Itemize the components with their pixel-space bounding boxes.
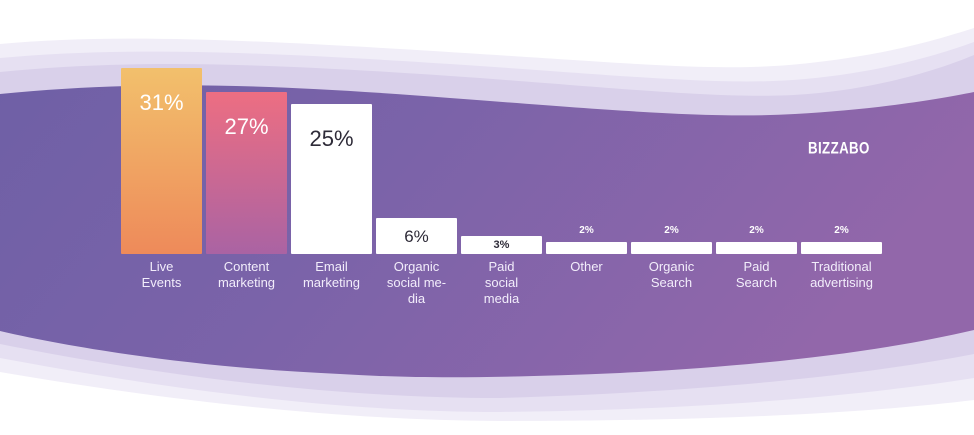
bar-organic-search: 2% xyxy=(631,242,712,254)
bar-group-email-marketing: 25% 25% Email marketing xyxy=(291,54,372,290)
bar-value-label: 6% xyxy=(404,226,429,246)
bar-value-label: 31% xyxy=(139,90,184,115)
category-label: Live Events xyxy=(141,259,182,290)
bar-group-organic-search: 2% 2% Organic Search xyxy=(631,54,712,290)
bar-other: 2% xyxy=(546,242,627,254)
bar-group-organic-social-media: 6% 6% Organic social me- dia xyxy=(376,54,457,306)
bar-group-content-marketing: 27% 27% Content marketing xyxy=(206,54,287,290)
bar-paid-search: 2% xyxy=(716,242,797,254)
bizzabo-logo: BIZZABO xyxy=(808,138,870,158)
bar-traditional-advertising: 2% xyxy=(801,242,882,254)
bar-value-label: 2% xyxy=(834,225,849,236)
category-label: Paid Search xyxy=(735,259,778,290)
category-label: Email marketing xyxy=(302,259,361,290)
bar-group-paid-social-media: 3% 3% Paid social media xyxy=(461,54,542,306)
category-label: Other xyxy=(570,259,603,274)
bar-group-live-events: 31% 31% Live Events xyxy=(121,54,202,290)
bar-paid-social-media: 3% xyxy=(461,236,542,254)
bar-group-other: 2% 2% Other xyxy=(546,54,627,274)
category-label: Traditional advertising xyxy=(810,259,873,290)
bar-value-label: 3% xyxy=(493,238,510,251)
bar-live-events: 31% xyxy=(121,68,202,254)
bar-value-label: 25% xyxy=(309,126,354,151)
bar-value-label: 27% xyxy=(224,114,269,139)
category-label: Organic Search xyxy=(648,259,695,290)
bar-organic-social-media: 6% xyxy=(376,218,457,254)
bar-email-marketing: 25% xyxy=(291,104,372,254)
category-label: Content marketing xyxy=(217,259,276,290)
bar-group-traditional-advertising: 2% 2% Traditional advertising xyxy=(801,54,882,290)
bar-group-paid-search: 2% 2% Paid Search xyxy=(716,54,797,290)
bar-value-label: 2% xyxy=(664,225,679,236)
bar-value-label: 2% xyxy=(749,225,764,236)
bar-value-label: 2% xyxy=(579,225,594,236)
category-label: Paid social media xyxy=(483,259,520,306)
category-label: Organic social me- dia xyxy=(386,259,447,306)
bar-content-marketing: 27% xyxy=(206,92,287,254)
